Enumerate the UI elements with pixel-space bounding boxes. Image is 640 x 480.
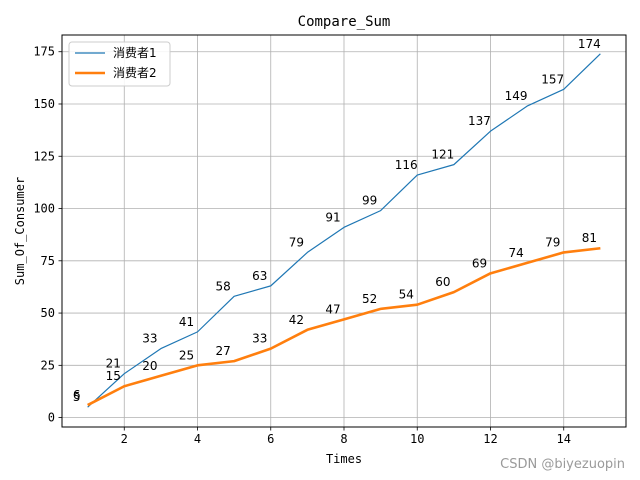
data-label-series-2: 42 (289, 313, 304, 327)
y-axis-label: Sum_Of_Consumer (13, 177, 27, 285)
data-label-series-1: 121 (431, 148, 454, 162)
series-lines (87, 53, 601, 408)
data-label-series-2: 15 (106, 369, 121, 383)
axis-ticks: 2 4 6 8 10 12 14 0 25 50 75 100 125 150 175 (33, 45, 571, 446)
data-label-series-1: 5 (73, 390, 81, 404)
y-tick-label: 75 (41, 254, 55, 268)
y-tick-label: 100 (33, 202, 55, 216)
x-tick-label: 4 (194, 432, 201, 446)
data-label-series-2: 33 (252, 332, 267, 346)
data-label-series-2: 47 (325, 302, 340, 316)
data-label-series-2: 79 (545, 235, 560, 249)
x-tick-label: 8 (340, 432, 347, 446)
data-label-series-2: 6 (73, 388, 81, 402)
data-label-series-2: 74 (508, 246, 523, 260)
series-line-1 (87, 53, 601, 408)
data-label-series-1: 157 (541, 72, 564, 86)
x-tick-label: 12 (483, 432, 497, 446)
data-label-series-2: 52 (362, 292, 377, 306)
y-tick-label: 125 (33, 149, 55, 163)
legend-label-series-1: 消费者1 (113, 46, 157, 60)
data-labels: 5 21 33 41 58 63 79 91 99 116 121 137 149 157 174 6 15 20… (73, 37, 601, 404)
data-label-series-2: 27 (215, 344, 230, 358)
data-label-series-1: 174 (578, 37, 601, 51)
data-label-series-1: 41 (179, 315, 194, 329)
data-label-series-1: 79 (289, 235, 304, 249)
x-tick-label: 6 (267, 432, 274, 446)
data-label-series-1: 137 (468, 114, 491, 128)
data-label-series-1: 21 (106, 357, 121, 371)
series-line-2 (87, 246, 601, 407)
data-label-series-1: 116 (395, 158, 418, 172)
data-label-series-2: 69 (472, 256, 487, 270)
x-tick-label: 14 (557, 432, 571, 446)
legend-label-series-2: 消费者2 (113, 66, 157, 80)
data-label-series-1: 99 (362, 194, 377, 208)
chart-title: Compare_Sum (298, 14, 391, 30)
x-tick-label: 2 (121, 432, 128, 446)
y-tick-label: 150 (33, 97, 55, 111)
data-label-series-2: 20 (142, 359, 157, 373)
y-tick-label: 0 (48, 411, 55, 425)
x-axis-label: Times (326, 452, 362, 466)
y-tick-label: 50 (41, 306, 55, 320)
legend: 消费者1 消费者2 (68, 41, 171, 87)
data-label-series-2: 54 (399, 288, 414, 302)
data-label-series-1: 58 (215, 279, 230, 293)
data-label-series-1: 91 (325, 210, 340, 224)
y-tick-label: 25 (41, 358, 55, 372)
watermark: CSDN @biyezuopin (500, 457, 625, 472)
y-tick-label: 175 (33, 45, 55, 59)
x-tick-label: 10 (410, 432, 424, 446)
data-label-series-2: 81 (582, 231, 597, 245)
data-label-series-2: 60 (435, 275, 450, 289)
data-label-series-1: 149 (505, 89, 528, 103)
data-label-series-2: 25 (179, 348, 194, 362)
data-label-series-1: 63 (252, 269, 267, 283)
data-label-series-1: 33 (142, 332, 157, 346)
